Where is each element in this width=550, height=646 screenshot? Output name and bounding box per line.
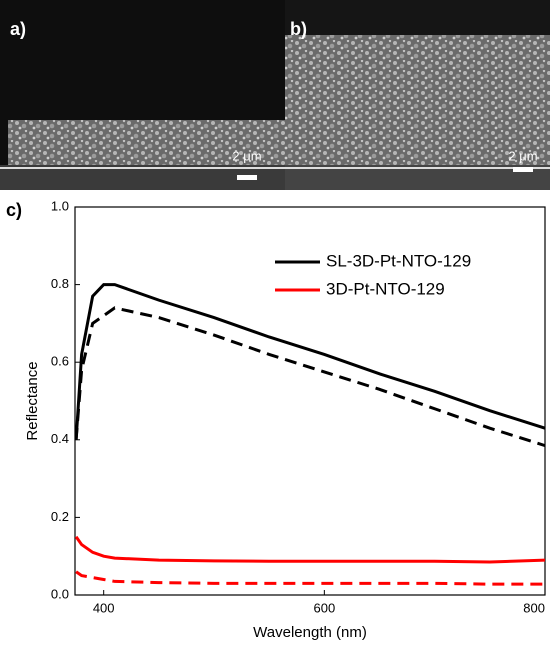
- y-tick-label: 0.4: [51, 431, 69, 446]
- scale-bar-label: 2 μm: [508, 148, 537, 163]
- panel-label: c): [6, 200, 22, 220]
- y-tick-label: 0.0: [51, 586, 69, 601]
- legend-label: SL-3D-Pt-NTO-129: [326, 251, 471, 270]
- x-tick-label: 400: [93, 600, 115, 615]
- plot-frame: [74, 206, 546, 596]
- data-line: [74, 535, 546, 564]
- x-axis-title: Wavelength (nm): [253, 624, 367, 641]
- y-tick-label: 1.0: [51, 198, 69, 213]
- sem-image-b: [285, 0, 550, 190]
- legend-label: 3D-Pt-NTO-129: [326, 279, 445, 298]
- x-tick-label: 800: [523, 600, 545, 615]
- y-tick-label: 0.6: [51, 354, 69, 369]
- data-line: [75, 570, 545, 586]
- sem-image-a: [0, 0, 285, 190]
- y-tick-label: 0.2: [51, 509, 69, 524]
- panel-label: a): [10, 19, 26, 39]
- data-line: [74, 283, 546, 440]
- data-line: [74, 306, 546, 448]
- y-axis-title: Reflectance: [24, 361, 41, 440]
- scale-bar-label: 2 μm: [232, 148, 261, 163]
- chart: c) Wavelength (nm) Reflectance 0.0 0.2 0.4…: [6, 198, 546, 641]
- y-tick-label: 0.8: [51, 276, 69, 291]
- panel-label: b): [290, 19, 307, 39]
- x-tick-label: 600: [313, 600, 335, 615]
